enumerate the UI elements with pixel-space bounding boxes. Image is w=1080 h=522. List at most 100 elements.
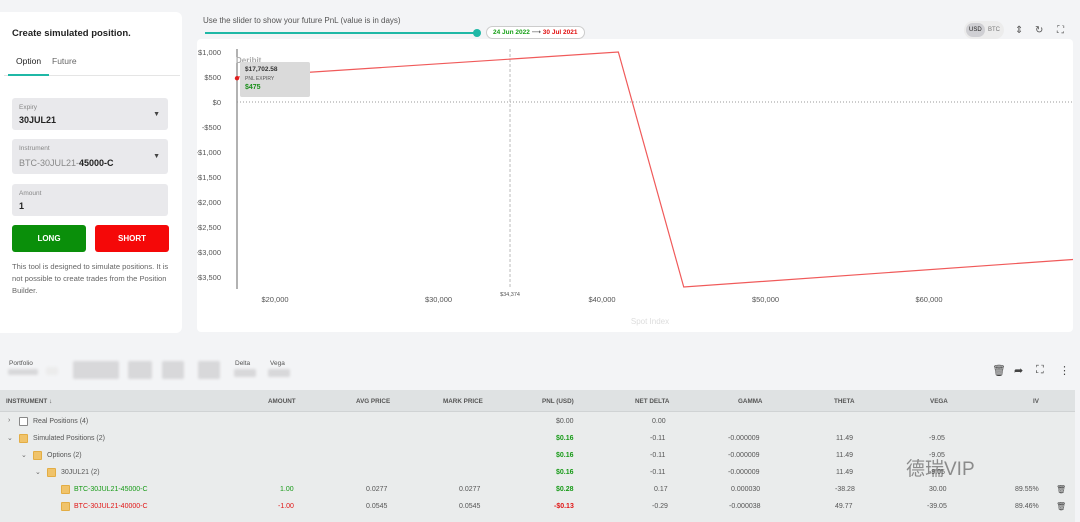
trash-icon[interactable]: 🗑	[1056, 485, 1067, 494]
blurred-tab[interactable]	[128, 361, 152, 379]
col-theta[interactable]: THETA	[834, 398, 855, 405]
blurred-tab[interactable]	[162, 361, 184, 379]
tab-delta[interactable]: Delta	[235, 360, 251, 367]
fullscreen-icon[interactable]: ⛶	[1057, 25, 1064, 36]
instrument-label: Instrument	[19, 145, 50, 152]
row-checkbox[interactable]	[33, 451, 42, 460]
long-button[interactable]: LONG	[12, 225, 86, 252]
col-mark-price[interactable]: MARK PRICE	[443, 398, 483, 405]
spot-label: $34,374	[500, 292, 520, 298]
date-range-badge: 24 Jun 2022 ⟶ 30 Jul 2021	[486, 26, 585, 39]
currency-btc[interactable]: BTC	[988, 27, 1000, 33]
currency-toggle[interactable]: USD BTC	[964, 21, 1004, 39]
cell-pnl: $0.16	[556, 452, 574, 459]
arrow-right-icon: ⟶	[531, 29, 543, 36]
instrument-strike: 45000-C	[79, 158, 114, 168]
expand-icon[interactable]: ⛶	[1036, 364, 1044, 376]
x-tick-label: $20,000	[261, 295, 288, 304]
cell-vega: 30.00	[929, 486, 947, 493]
cell-mark-price: 0.0545	[459, 503, 481, 510]
builder-note: This tool is designed to simulate positi…	[12, 262, 169, 295]
sort-arrow-icon[interactable]: ↓	[49, 398, 53, 405]
table-row[interactable]: BTC-30JUL21-45000-C 1.00 0.0277 0.0277 $…	[0, 482, 1075, 499]
y-tick-label: -$3,000	[197, 248, 221, 257]
table-row[interactable]: › Real Positions (4) $0.00 0.00	[0, 414, 1075, 431]
table-row[interactable]: BTC-30JUL21-40000-C -1.00 0.0545 0.0545 …	[0, 499, 1075, 516]
col-iv[interactable]: IV	[1033, 398, 1039, 405]
builder-tabs: Option Future	[4, 54, 180, 76]
row-checkbox[interactable]	[61, 485, 70, 494]
cell-instrument: Real Positions (4)	[33, 418, 89, 425]
instrument-select[interactable]: Instrument BTC-30JUL21-45000-C ▼	[12, 139, 168, 174]
share-icon[interactable]: ➦	[1014, 365, 1024, 377]
cell-delta: -0.29	[652, 503, 668, 510]
col-vega[interactable]: VEGA	[930, 398, 948, 405]
pnl-chart-panel	[197, 39, 1073, 332]
col-avg-price[interactable]: AVG PRICE	[356, 398, 391, 405]
cell-iv: 89.46%	[1015, 503, 1039, 510]
tab-option[interactable]: Option	[8, 56, 50, 76]
table-row[interactable]: ⌄ Options (2) $0.16 -0.11 -0.000009 11.4…	[0, 448, 1075, 465]
table-row[interactable]: ⌄ Simulated Positions (2) $0.16 -0.11 -0…	[0, 431, 1075, 448]
trash-icon[interactable]: 🗑	[1056, 502, 1067, 511]
cell-vega: -9.05	[929, 469, 945, 476]
cell-instrument: 30JUL21 (2)	[61, 469, 100, 476]
cell-instrument[interactable]: BTC-30JUL21-45000-C	[74, 486, 148, 493]
amount-input[interactable]: Amount 1	[12, 184, 168, 216]
blurred-tab[interactable]	[73, 361, 119, 379]
row-checkbox[interactable]	[19, 417, 28, 426]
chevron-down-icon[interactable]: ⌄	[35, 469, 41, 476]
cell-avg-price: 0.0277	[366, 486, 388, 493]
cell-gamma: 0.000030	[731, 486, 761, 493]
chevron-down-icon: ▼	[153, 111, 160, 118]
tab-future[interactable]: Future	[52, 56, 77, 66]
chevron-down-icon[interactable]: ⌄	[21, 452, 27, 459]
chevron-right-icon[interactable]: ›	[8, 417, 11, 424]
tooltip-price: $17,702.58	[245, 66, 278, 73]
y-tick-label: $1,000	[198, 48, 221, 57]
blurred-value	[268, 369, 290, 377]
slider-instructions: Use the slider to show your future PnL (…	[203, 16, 401, 25]
days-slider-track[interactable]	[205, 32, 477, 34]
chevron-down-icon[interactable]: ⌄	[7, 435, 13, 442]
col-instrument[interactable]: INSTRUMENT	[6, 398, 48, 405]
x-tick-label: $40,000	[588, 295, 615, 304]
cell-gamma: -0.000009	[728, 469, 760, 476]
row-checkbox[interactable]	[61, 502, 70, 511]
refresh-icon[interactable]: ↻	[1035, 25, 1044, 36]
trash-icon[interactable]: 🗑	[992, 365, 1006, 377]
cell-theta: 11.49	[836, 435, 853, 442]
row-checkbox[interactable]	[47, 468, 56, 477]
compress-icon[interactable]: ⇕	[1015, 25, 1024, 36]
blurred-tab[interactable]	[198, 361, 220, 379]
instrument-value: BTC-30JUL21-45000-C	[19, 158, 114, 168]
cell-pnl: $0.16	[556, 435, 574, 442]
more-vertical-icon[interactable]: ⋮	[1059, 365, 1070, 377]
cell-vega: -9.05	[929, 435, 945, 442]
cell-instrument[interactable]: BTC-30JUL21-40000-C	[74, 503, 148, 510]
x-axis-label: Spot Index	[631, 317, 669, 326]
cell-gamma: -0.000038	[729, 503, 761, 510]
col-pnl[interactable]: PNL (USD)	[542, 398, 574, 405]
cell-iv: 89.55%	[1015, 486, 1039, 493]
currency-usd[interactable]: USD	[966, 23, 985, 37]
table-header: INSTRUMENT ↓ AMOUNT AVG PRICE MARK PRICE…	[0, 390, 1075, 412]
position-builder-panel: Create simulated position. Option Future…	[0, 12, 182, 333]
cell-amount: -1.00	[278, 503, 294, 510]
cell-gamma: -0.000009	[728, 452, 760, 459]
pnl-chart: $1,000 $500 $0 -$500 -$1,000 -$1,500 -$2,000 -$…	[197, 48, 1073, 326]
tab-vega[interactable]: Vega	[270, 360, 285, 367]
y-tick-label: -$500	[202, 123, 221, 132]
cell-pnl: $0.28	[556, 486, 574, 493]
col-amount[interactable]: AMOUNT	[268, 398, 296, 405]
table-row[interactable]: ⌄ 30JUL21 (2) $0.16 -0.11 -0.000009 11.4…	[0, 465, 1075, 482]
col-gamma[interactable]: GAMMA	[738, 398, 763, 405]
col-net-delta[interactable]: NET DELTA	[635, 398, 670, 405]
tab-portfolio[interactable]: Portfolio	[9, 360, 33, 367]
days-slider-handle[interactable]	[473, 29, 481, 37]
deribit-logo: Deribit	[236, 56, 261, 65]
short-button[interactable]: SHORT	[95, 225, 169, 252]
expiry-select[interactable]: Expiry 30JUL21 ▼	[12, 98, 168, 130]
row-checkbox[interactable]	[19, 434, 28, 443]
amount-label: Amount	[19, 190, 42, 197]
